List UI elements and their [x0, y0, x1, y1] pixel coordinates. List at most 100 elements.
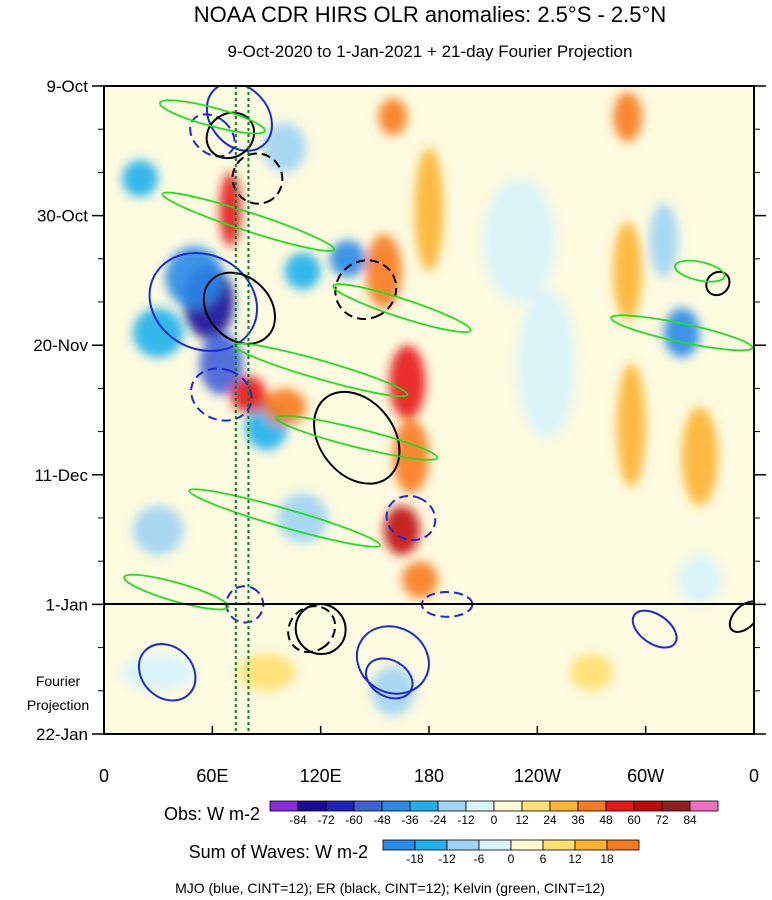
obs-feature-33 [122, 653, 195, 691]
er-contour-17 [231, 152, 284, 205]
cb1-label-6: -12 [457, 813, 475, 827]
x-tick-label-2: 120E [300, 766, 342, 786]
x-tick-label-6: 0 [749, 766, 759, 786]
cb1-box-3 [353, 800, 383, 812]
axis-ticks [92, 85, 766, 735]
obs-feature-29 [517, 289, 576, 438]
kelvin-contour-22 [275, 414, 439, 461]
x-tick-label-5: 60W [627, 766, 664, 786]
obs-feature-30 [371, 666, 415, 716]
obs-feature-20 [378, 98, 408, 136]
reference-lines [234, 86, 250, 734]
mjo-contour-3 [355, 625, 430, 695]
mjo-contour-0 [148, 252, 259, 352]
cb1-label-10: 36 [571, 813, 585, 827]
cb1-label-7: 0 [491, 813, 498, 827]
obs-feature-2 [165, 246, 224, 309]
cb1-box-1 [297, 800, 327, 812]
cb2-box-5 [542, 839, 576, 851]
cb2-label-1: -12 [438, 852, 456, 866]
obs-feature-10 [132, 505, 184, 556]
obs-colorbar-title: Obs: W m-2 [164, 804, 260, 824]
chart-subtitle: 9-Oct-2020 to 1-Jan-2021 + 21-day Fourie… [228, 42, 633, 61]
obs-feature-19 [414, 147, 444, 272]
cb2-label-6: 18 [600, 852, 614, 866]
kelvin-contour-24 [161, 191, 336, 252]
contour-layer [123, 86, 754, 702]
y-tick-label-5: 22-Jan [36, 725, 88, 744]
kelvin-contour-27 [123, 573, 230, 611]
obs-feature-6 [284, 252, 321, 290]
er-contour-15 [728, 600, 754, 633]
er-contour-16 [705, 270, 731, 297]
obs-feature-22 [613, 221, 643, 321]
obs-feature-24 [663, 308, 700, 358]
y-tick-labels: 9-Oct 30-Oct 20-Nov 11-Dec 1-Jan 22-Jan [33, 77, 88, 744]
y-tick-label-3: 11-Dec [34, 466, 88, 485]
x-tick-label-3: 180 [414, 766, 444, 786]
cb1-box-10 [549, 800, 579, 812]
obs-feature-25 [649, 203, 679, 278]
cb1-box-6 [437, 800, 467, 812]
mjo-contour-6 [190, 367, 253, 422]
cb2-label-5: 12 [568, 852, 582, 866]
cb1-label-13: 72 [655, 813, 669, 827]
cb1-label-3: -48 [373, 813, 391, 827]
cb2-box-1 [414, 839, 448, 851]
y-tick-label-1: 30-Oct [37, 207, 88, 226]
obs-feature-5 [262, 123, 307, 173]
kelvin-contour-28 [674, 259, 726, 283]
obs-feature-16 [392, 419, 430, 494]
x-tick-label-1: 60E [196, 766, 228, 786]
obs-feature-9 [277, 493, 328, 543]
y-tick-label-2: 20-Nov [33, 336, 88, 355]
er-contour-12 [313, 390, 401, 485]
cb1-label-8: 12 [515, 813, 529, 827]
cb1-label-11: 48 [599, 813, 613, 827]
waves-colorbar-title: Sum of Waves: W m-2 [189, 842, 368, 862]
er-contour-19 [287, 605, 337, 654]
cb1-box-15 [689, 800, 719, 812]
cb2-label-0: -18 [406, 852, 424, 866]
kelvin-contour-26 [610, 314, 754, 352]
mjo-contour-7 [189, 113, 236, 158]
mjo-contour-4 [365, 657, 414, 700]
cb2-box-4 [510, 839, 544, 851]
cb1-box-0 [269, 800, 299, 812]
x-tick-label-4: 120W [514, 766, 561, 786]
obs-feature-23 [616, 363, 646, 488]
er-contour-11 [202, 271, 276, 345]
cb2-label-3: 0 [508, 852, 515, 866]
x-tick-labels: 0 60E 120E 180 120W 60W 0 [99, 766, 759, 786]
projection-label-line2: Projection [27, 697, 89, 713]
cb2-box-7 [606, 839, 640, 851]
y-tick-label-0: 9-Oct [46, 77, 88, 96]
cb1-box-11 [577, 800, 607, 812]
obs-feature-21 [613, 92, 643, 142]
kelvin-contour-20 [332, 283, 472, 334]
chart-title: NOAA CDR HIRS OLR anomalies: 2.5°S - 2.5… [194, 2, 666, 27]
projection-label-line1: Fourier [36, 673, 81, 689]
obs-feature-17 [383, 505, 420, 556]
obs-feature-32 [569, 653, 614, 691]
cb1-box-2 [325, 800, 355, 812]
cb1-box-5 [409, 800, 439, 812]
cb1-label-14: 84 [683, 813, 697, 827]
cb1-box-13 [633, 800, 663, 812]
contour-legend-text: MJO (blue, CINT=12); ER (black, CINT=12)… [175, 880, 605, 896]
waves-colorbar: -18 -12 -6 0 6 12 18 [382, 839, 640, 866]
cb1-label-12: 60 [627, 813, 641, 827]
mjo-contour-8 [385, 494, 437, 542]
obs-feature-26 [681, 406, 718, 506]
y-tick-label-4: 1-Jan [45, 595, 88, 614]
kelvin-contour-21 [232, 342, 409, 398]
cb1-box-9 [521, 800, 551, 812]
obs-feature-1 [199, 332, 244, 395]
obs-feature-31 [237, 653, 296, 691]
cb1-box-7 [465, 800, 495, 812]
cb1-box-14 [661, 800, 691, 812]
cb1-box-4 [381, 800, 411, 812]
cb1-label-1: -72 [317, 813, 335, 827]
obs-feature-3 [132, 308, 184, 358]
